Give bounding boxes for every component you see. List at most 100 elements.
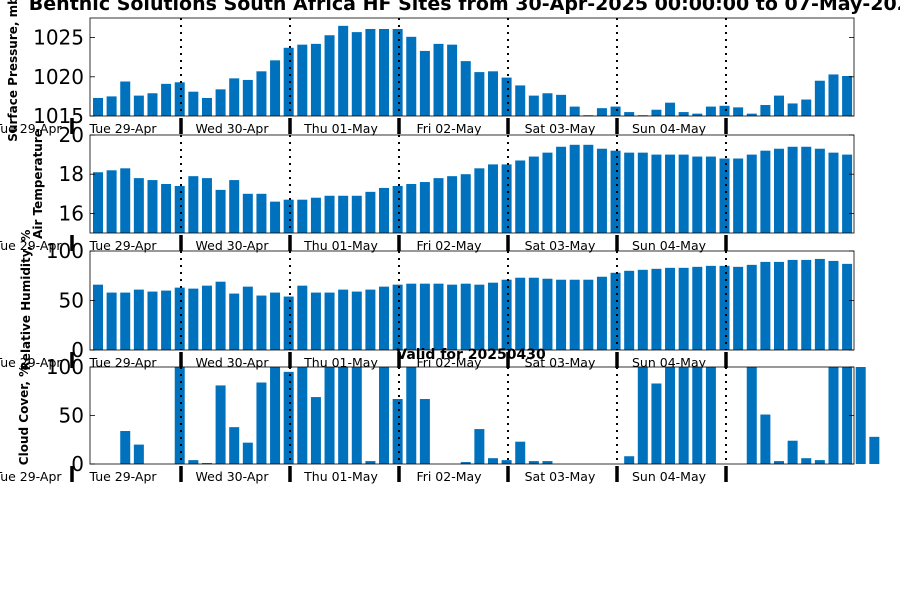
cloud-cover-bar	[515, 441, 526, 464]
relative-humidity-bar	[297, 285, 308, 350]
relative-humidity-xtick-label: Wed 30-Apr	[196, 355, 270, 370]
surface-pressure-bar	[842, 76, 853, 116]
air-temperature-bar	[215, 189, 226, 233]
air-temperature-bar	[814, 148, 825, 233]
relative-humidity-bar	[474, 284, 485, 350]
relative-humidity-bar	[229, 293, 240, 350]
surface-pressure-bar	[610, 106, 621, 116]
relative-humidity-bar	[270, 292, 281, 350]
surface-pressure-bar	[746, 113, 757, 116]
cloud-cover-ylabel: Cloud Cover, %	[17, 365, 31, 465]
cloud-cover-bar	[801, 458, 812, 464]
relative-humidity-bar	[501, 279, 512, 350]
air-temperature-bar	[133, 178, 144, 233]
air-temperature-bar	[760, 150, 771, 233]
relative-humidity-bar	[174, 287, 185, 350]
relative-humidity-bar	[433, 283, 444, 350]
surface-pressure-bar	[270, 60, 281, 116]
surface-pressure-bar	[188, 91, 199, 116]
cloud-cover-bar	[665, 367, 676, 464]
relative-humidity-bar	[760, 261, 771, 350]
cloud-cover-bar	[705, 367, 716, 464]
relative-humidity-bar	[447, 284, 458, 350]
relative-humidity-bar	[351, 291, 362, 350]
air-temperature-xtick-label: Sat 03-May	[525, 238, 596, 253]
relative-humidity-bar	[460, 283, 471, 350]
surface-pressure-bar	[106, 96, 117, 116]
air-temperature-xtick-label: Wed 30-Apr	[196, 238, 270, 253]
cloud-cover-bar	[174, 367, 185, 464]
air-temperature-bar	[692, 156, 703, 233]
surface-pressure-bar	[174, 82, 185, 116]
relative-humidity-bar	[569, 279, 580, 350]
surface-pressure-bar	[569, 106, 580, 116]
relative-humidity-bar	[392, 284, 403, 350]
cloud-cover-bar	[774, 461, 784, 464]
cloud-cover-bar	[365, 461, 376, 464]
relative-humidity-bar	[842, 263, 853, 350]
cloud-cover-bar	[229, 427, 240, 464]
relative-humidity-bar	[637, 269, 648, 350]
air-temperature-bar	[406, 184, 417, 233]
surface-pressure-panel: Surface Pressure, mb 1015 1020 1025 Tue 29-…	[0, 0, 855, 142]
relative-humidity-bar	[542, 278, 553, 350]
air-temperature-bar	[828, 152, 839, 233]
cloud-cover-bar	[624, 456, 635, 464]
surface-pressure-xtick-label: Thu 01-May	[303, 121, 378, 136]
surface-pressure-bar	[487, 71, 498, 116]
relative-humidity-bar	[120, 292, 131, 350]
relative-humidity-bar	[406, 283, 417, 350]
air-temperature-bar	[501, 164, 512, 233]
air-temperature-bar	[297, 199, 308, 233]
surface-pressure-bar	[297, 44, 308, 116]
surface-pressure-bar	[351, 32, 362, 116]
air-temperature-bar	[419, 182, 430, 233]
air-temperature-bar	[801, 146, 812, 233]
relative-humidity-bar	[161, 290, 172, 350]
air-temperature-xtick-label: Tue 29-Apr	[88, 238, 157, 253]
cloud-cover-xtick-label: Sat 03-May	[525, 469, 596, 484]
surface-pressure-ytick-label: 1020	[33, 65, 84, 89]
surface-pressure-bar	[692, 113, 703, 116]
air-temperature-ytick-label: 18	[59, 162, 84, 186]
relative-humidity-bar	[283, 296, 294, 350]
air-temperature-bar	[787, 146, 798, 233]
relative-humidity-bar	[379, 286, 390, 350]
relative-humidity-bar	[828, 260, 839, 350]
surface-pressure-bar	[528, 95, 539, 116]
cloud-cover-bar	[133, 444, 144, 464]
cloud-cover-bar	[678, 367, 689, 464]
air-temperature-bar	[242, 193, 253, 233]
cloud-cover-bar	[215, 385, 226, 464]
surface-pressure-bar	[787, 103, 798, 116]
relative-humidity-ylabel: Relative Humidity, %	[19, 230, 33, 371]
air-temperature-bar	[174, 185, 185, 233]
air-temperature-bar	[447, 176, 458, 233]
surface-pressure-bar	[147, 93, 158, 116]
cloud-cover-ytick-label: 50	[59, 404, 84, 428]
air-temperature-bar	[637, 152, 648, 233]
relative-humidity-bar	[801, 259, 812, 350]
cloud-cover-bar	[474, 429, 485, 464]
air-temperature-ytick-label: 20	[59, 123, 84, 147]
surface-pressure-bar	[678, 112, 689, 116]
cloud-cover-xtick-label: Tue 29-Apr	[0, 469, 62, 484]
surface-pressure-bar	[596, 108, 607, 116]
surface-pressure-bar	[760, 105, 771, 116]
relative-humidity-ytick-label: 0	[71, 338, 84, 362]
relative-humidity-xtick-label: Thu 01-May	[303, 355, 378, 370]
air-temperature-bar	[624, 152, 635, 233]
relative-humidity-bar	[515, 277, 526, 350]
air-temperature-bar	[283, 199, 294, 233]
surface-pressure-xtick-label: Tue 29-Apr	[0, 121, 62, 136]
cloud-cover-bar	[324, 367, 335, 464]
air-temperature-bar	[678, 154, 689, 233]
cloud-cover-bar	[692, 367, 703, 464]
relative-humidity-bar	[596, 276, 607, 350]
relative-humidity-bar	[147, 291, 158, 350]
cloud-cover-bar	[842, 367, 853, 464]
cloud-cover-bar	[256, 382, 267, 464]
surface-pressure-bar	[256, 71, 267, 116]
